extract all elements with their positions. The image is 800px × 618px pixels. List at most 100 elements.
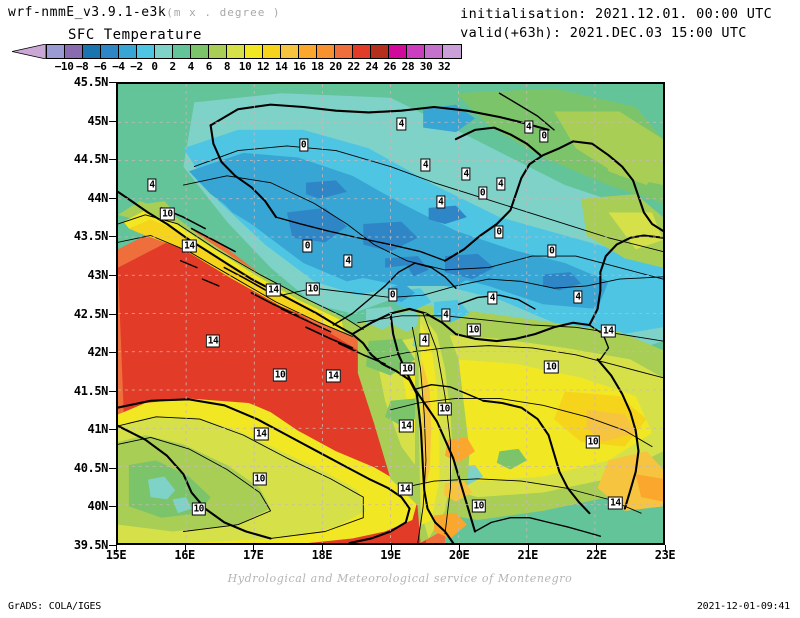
colorbar-swatch <box>245 45 264 58</box>
colorbar: −10 −8 −6 −4 −2 0 2 4 6 8 10 12 14 16 18 20 22 24 26 28 30 32 <box>8 44 466 73</box>
contour-label: 4 <box>343 254 353 268</box>
longitude-tick-label: 20E <box>448 548 470 562</box>
colorbar-tick: 4 <box>187 60 195 73</box>
latitude-tick-mark <box>109 82 116 83</box>
latitude-tick-label: 40N <box>87 499 109 514</box>
latitude-tick-label: 42.5N <box>73 306 109 321</box>
contour-label: 14 <box>266 283 281 297</box>
longitude-tick-mark <box>665 545 666 552</box>
latitude-tick-label: 42N <box>87 345 109 360</box>
contour-label: 14 <box>608 496 623 510</box>
latitude-tick-mark <box>109 159 116 161</box>
contour-label: 10 <box>252 472 267 486</box>
model-name: wrf-nmmE_v3.9.1-e3k <box>8 5 167 20</box>
latitude-tick-label: 45.5N <box>73 75 109 89</box>
colorbar-tick: 30 <box>419 60 433 73</box>
credit-line: Hydrological and Meteorological service … <box>227 572 573 585</box>
longitude-tick-mark <box>116 545 117 552</box>
latitude-tick-mark <box>109 197 116 199</box>
latitude-tick-mark <box>109 120 116 122</box>
contour-label: 10 <box>471 499 486 513</box>
colorbar-swatch <box>155 45 174 58</box>
longitude-tick-mark <box>596 545 598 552</box>
latitude-tick-mark <box>109 467 116 469</box>
latitude-tick-mark <box>109 429 116 431</box>
latitude-tick-mark <box>109 506 116 508</box>
colorbar-swatch <box>119 45 138 58</box>
latitude-tick-mark <box>109 236 116 238</box>
temperature-field-map <box>118 84 663 543</box>
latitude-tick-label: 44N <box>87 190 109 205</box>
contour-label: 4 <box>420 158 431 172</box>
latitude-tick-label: 41.5N <box>73 383 109 398</box>
contour-label: 0 <box>302 239 313 253</box>
colorbar-tick: 14 <box>274 60 288 73</box>
contour-label: 10 <box>400 362 415 376</box>
contour-label: 4 <box>419 333 429 347</box>
latitude-tick-label: 43N <box>87 267 109 282</box>
contour-label: 0 <box>477 186 488 200</box>
colorbar-swatch <box>191 45 210 58</box>
longitude-tick-mark <box>459 545 461 552</box>
colorbar-swatch <box>47 45 66 58</box>
colorbar-tick: 16 <box>293 60 306 73</box>
contour-label: 4 <box>524 120 534 134</box>
colorbar-swatch <box>317 45 336 58</box>
contour-label: 4 <box>436 195 446 209</box>
longitude-tick-label: 16E <box>174 548 195 562</box>
contour-label: 14 <box>397 482 413 496</box>
latitude-tick-label: 45N <box>87 113 109 128</box>
contour-label: 14 <box>182 239 197 253</box>
latitude-tick-label: 40.5N <box>73 460 109 475</box>
colorbar-swatch <box>173 45 192 58</box>
colorbar-tick: −2 <box>130 60 143 73</box>
longitude-tick-label: 15E <box>105 548 127 562</box>
colorbar-tick: −10 <box>54 60 74 73</box>
colorbar-swatch <box>65 45 84 58</box>
longitude-tick-mark <box>527 545 529 552</box>
colorbar-swatch <box>299 45 318 58</box>
colorbar-tick: 28 <box>401 60 415 73</box>
longitude-tick-label: 19E <box>380 548 401 562</box>
colorbar-swatch <box>137 45 156 58</box>
contour-label: 10 <box>160 207 175 221</box>
contour-label: 10 <box>543 360 559 374</box>
colorbar-swatch <box>101 45 120 58</box>
colorbar-swatch <box>335 45 354 58</box>
colorbar-swatch <box>443 45 462 58</box>
colorbar-tick: 32 <box>437 60 451 73</box>
colorbar-tick: 0 <box>151 60 158 73</box>
contour-label: 4 <box>461 167 471 181</box>
colorbar-tick: 18 <box>311 60 324 73</box>
longitude-tick-mark <box>184 545 186 552</box>
model-units: (m x . degree ) <box>166 6 281 19</box>
longitude-tick-mark <box>321 545 323 552</box>
latitude-tick-label: 44.5N <box>73 152 109 167</box>
colorbar-swatches <box>46 44 463 59</box>
colorbar-swatch <box>353 45 372 58</box>
contour-label: 10 <box>437 402 452 416</box>
contour-label: 10 <box>272 368 288 382</box>
contour-label: 14 <box>325 369 341 383</box>
colorbar-tick: 24 <box>365 60 379 73</box>
contour-label: 14 <box>205 334 221 348</box>
latitude-tick-mark <box>109 313 116 315</box>
field-title: SFC Temperature <box>68 27 202 43</box>
contour-label: 4 <box>496 177 506 191</box>
contour-label: 4 <box>441 308 451 322</box>
colorbar-tick: −8 <box>75 60 89 73</box>
colorbar-under-arrow-icon <box>12 44 46 59</box>
colorbar-swatch <box>281 45 300 58</box>
colorbar-tick: 26 <box>383 60 397 73</box>
contour-label: 4 <box>487 291 498 305</box>
longitude-tick-label: 22E <box>586 548 607 562</box>
contour-label: 4 <box>147 178 157 192</box>
contour-label: 0 <box>387 288 398 302</box>
latitude-tick-label: 39.5N <box>73 538 109 552</box>
colorbar-tick: 20 <box>329 60 342 73</box>
colorbar-swatch <box>389 45 408 58</box>
contour-label: 10 <box>305 282 321 296</box>
contour-label: 0 <box>494 225 504 239</box>
map-plot-area[interactable]: 0 4 0 0 4 10 14 0 4 0 14 10 4 4 4 4 4 0 0 4 4 4 10 4 14 14 10 10 14 1… <box>116 82 665 545</box>
latitude-tick-mark <box>109 274 116 276</box>
